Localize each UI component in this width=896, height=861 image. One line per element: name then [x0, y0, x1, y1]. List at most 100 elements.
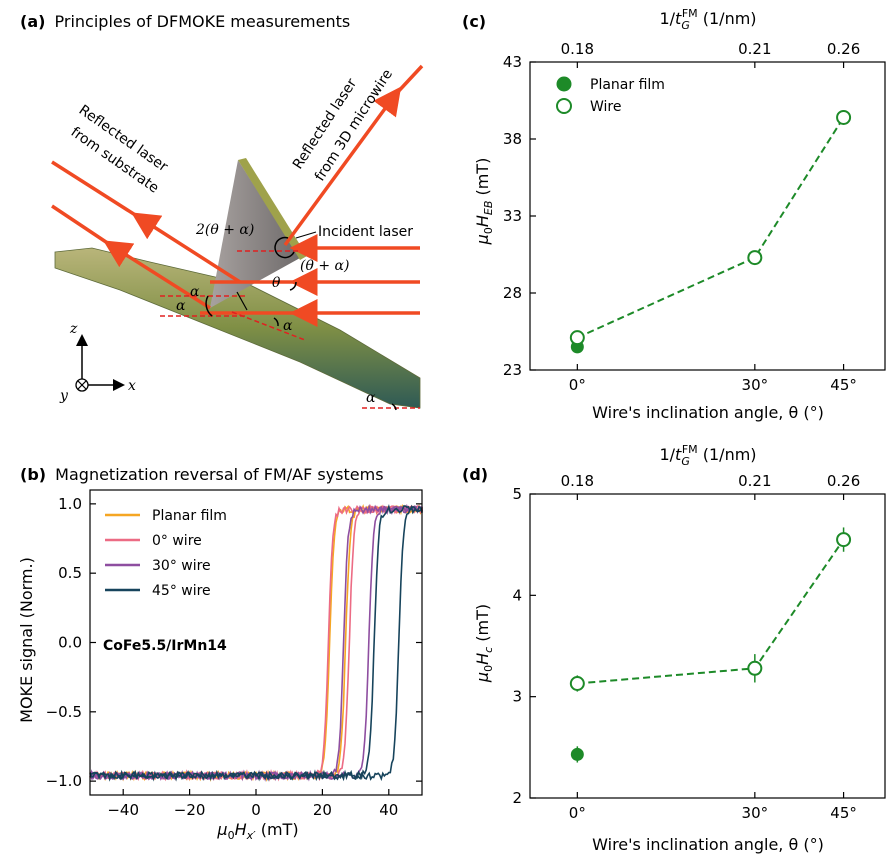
- y-tick-label: −1.0: [46, 772, 82, 790]
- y-tick-label: 3: [512, 688, 522, 706]
- x-tick-label: 45°: [830, 804, 857, 822]
- x-tick-label: −40: [107, 801, 139, 819]
- panel-a-diagram: (a) Principles of DFMOKE measurements: [20, 12, 424, 411]
- reflected-wire-laser-end: [393, 64, 424, 97]
- x-tick-label: −20: [174, 801, 206, 819]
- panel-a-title: (a) Principles of DFMOKE measurements: [20, 12, 350, 31]
- top-x-tick-label: 0.21: [738, 472, 771, 490]
- panel-b-axes: −40 −20 0 20 40 −1.0 −0.5 0.0 0.5 1.0: [46, 489, 423, 819]
- y-tick-label: 43: [503, 53, 522, 71]
- y-tick-label: 23: [503, 361, 522, 379]
- x-tick-label: 40: [379, 801, 398, 819]
- angle-arc-5: [391, 403, 397, 411]
- y-tick-label: 4: [512, 586, 522, 604]
- reflected-substrate-laser-1: [131, 212, 241, 284]
- panel-d-chart: (d) 0° 0.18 30° 0.21 45° 0.26 2 3 4 5 1/tGFM (1/n…: [462, 443, 886, 854]
- panel-c-ylabel: μ0HEB (mT): [473, 158, 495, 246]
- label-alpha-4: α: [366, 390, 376, 406]
- legend-marker-wire: [556, 98, 572, 114]
- x-tick-label: 0°: [569, 376, 586, 394]
- angle-arc-2: [205, 295, 213, 317]
- y-tick-label: 0.0: [58, 634, 82, 652]
- label-alpha-2: α: [176, 298, 186, 314]
- data-point-wire: [836, 109, 852, 125]
- top-x-tick-label: 0.26: [827, 40, 860, 58]
- y-tick-label: 0.5: [58, 564, 82, 582]
- normal-line: [236, 291, 248, 311]
- wire-trend-line: [576, 116, 845, 339]
- label-alpha-1: α: [190, 284, 200, 300]
- label-angle-2: 2(θ + α): [195, 222, 254, 238]
- axis-y-label: y: [59, 388, 69, 404]
- y-tick-label: 33: [503, 207, 522, 225]
- panel-b-legend: Planar film 0° wire 30° wire 45° wire: [105, 508, 227, 599]
- panel-c-top-xlabel: 1/tGFM (1/nm): [659, 7, 756, 32]
- legend-label-45-wire: 45° wire: [152, 583, 211, 599]
- panel-d-top-xlabel: 1/tGFM (1/nm): [659, 443, 756, 468]
- panel-c-chart: (c) 0° 0.18 30° 0.21 45° 0.26 23 28 33 38 43 Plana…: [462, 7, 886, 422]
- data-point-wire: [747, 250, 763, 266]
- data-point-wire: [569, 330, 585, 346]
- reflected-substrate-laser-1-end: [51, 160, 141, 220]
- reflected-substrate-laser-2: [103, 240, 211, 310]
- panel-b-ylabel: MOKE signal (Norm.): [17, 557, 36, 723]
- y-tick-label: 2: [512, 789, 522, 807]
- axis-z-label: z: [69, 321, 78, 337]
- y-tick-label: 5: [512, 485, 522, 503]
- top-x-tick-label: 0.18: [561, 472, 594, 490]
- panel-c-points: [569, 109, 852, 354]
- incident-pointer: [295, 231, 317, 239]
- panel-b-chart: (b) Magnetization reversal of FM/AF syst…: [17, 465, 423, 842]
- panel-c-title-letter: (c): [462, 12, 486, 31]
- data-point-wire: [569, 675, 585, 691]
- y-tick-label: 28: [503, 284, 522, 302]
- panel-d-title-letter: (d): [462, 465, 488, 484]
- reflected-substrate-laser-2-end: [51, 204, 113, 248]
- plot-frame: [529, 493, 886, 799]
- angle-arc-3: [289, 281, 297, 291]
- panel-d-xlabel: Wire's inclination angle, θ (°): [592, 835, 824, 854]
- y-tick-label: −0.5: [46, 703, 82, 721]
- angle-arc-1: [274, 236, 295, 259]
- data-point-planar-film: [570, 747, 584, 761]
- label-angle-1: (θ + α): [300, 258, 349, 274]
- angle-arc-4: [273, 317, 279, 327]
- data-point-wire: [836, 532, 852, 548]
- x-tick-label: 0: [251, 801, 261, 819]
- top-x-tick-label: 0.21: [738, 40, 771, 58]
- plot-frame: [529, 61, 886, 371]
- legend-label-wire-c: Wire: [590, 99, 622, 115]
- top-x-tick-label: 0.18: [561, 40, 594, 58]
- reference-lines: [160, 250, 420, 409]
- label-incident: Incident laser: [318, 224, 413, 240]
- x-tick-label: 0°: [569, 804, 586, 822]
- axis-x-label: x: [128, 378, 136, 394]
- legend-label-0-wire: 0° wire: [152, 533, 202, 549]
- legend-marker-planar-film: [556, 76, 572, 92]
- panel-c-axes: 0° 0.18 30° 0.21 45° 0.26 23 28 33 38 43: [503, 40, 886, 394]
- legend-label-30-wire: 30° wire: [152, 558, 211, 574]
- legend-label-planar-film: Planar film: [152, 508, 227, 524]
- panel-d-points: [569, 527, 852, 763]
- label-theta: θ: [272, 275, 281, 291]
- y-tick-label: 38: [503, 130, 522, 148]
- reflected-wire-laser: [283, 86, 402, 247]
- wire-shape: [210, 160, 300, 308]
- top-x-tick-label: 0.26: [827, 472, 860, 490]
- y-tick-label: 1.0: [58, 495, 82, 513]
- panel-d-axes: 0° 0.18 30° 0.21 45° 0.26 2 3 4 5: [512, 472, 886, 822]
- panel-c-legend: Planar film Wire: [556, 76, 665, 115]
- laser-beams: [51, 64, 424, 327]
- x-tick-label: 45°: [830, 376, 857, 394]
- panel-c-xlabel: Wire's inclination angle, θ (°): [592, 403, 824, 422]
- legend-label-planar-film-c: Planar film: [590, 77, 665, 93]
- x-tick-label: 30°: [742, 376, 769, 394]
- data-point-wire: [747, 660, 763, 676]
- wire-trend-line: [577, 539, 845, 685]
- panel-b-title: (b) Magnetization reversal of FM/AF syst…: [20, 465, 384, 484]
- sample-annotation: CoFe5.5/IrMn14: [103, 638, 227, 654]
- panel-d-ylabel: μ0Hc (mT): [473, 604, 495, 683]
- x-tick-label: 30°: [742, 804, 769, 822]
- panel-b-xlabel: μ0Hx′ (mT): [216, 820, 298, 842]
